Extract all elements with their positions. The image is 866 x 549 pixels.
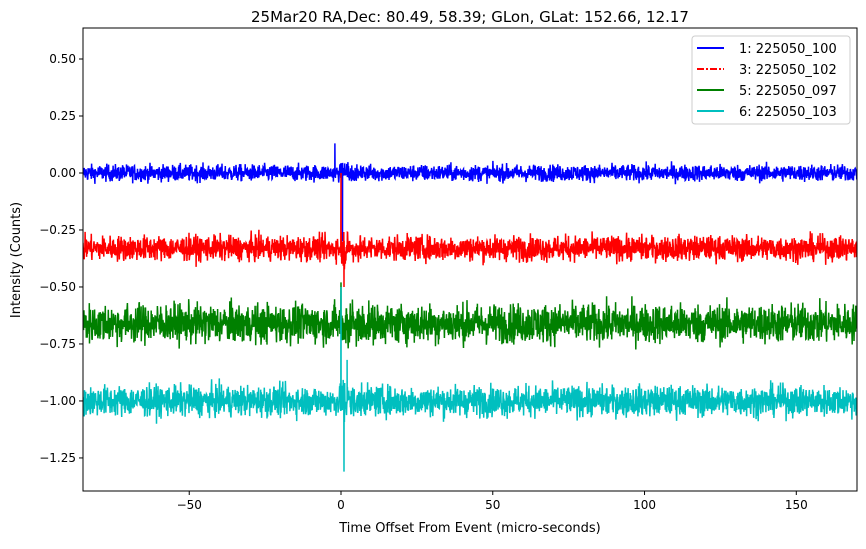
x-tick-label: 0 (337, 498, 345, 512)
y-tick-label: 0.50 (49, 52, 76, 66)
legend: 1: 225050_100 3: 225050_102 5: 225050_097 6… (691, 35, 851, 125)
x-tick-label: 150 (785, 498, 808, 512)
legend-label: 5: 225050_097 (739, 84, 837, 99)
series-line-2 (83, 172, 857, 288)
y-tick-label: 0.00 (49, 166, 76, 180)
legend-label: 1: 225050_100 (739, 42, 837, 57)
legend-label: 6: 225050_103 (739, 105, 837, 120)
legend-box (691, 35, 851, 125)
y-tick-label: −0.50 (39, 280, 76, 294)
y-tick-label: −0.75 (39, 337, 76, 351)
x-tick-label: 100 (633, 498, 656, 512)
chart-title: 25Mar20 RA,Dec: 80.49, 58.39; GLon, GLat… (251, 8, 689, 26)
y-tick-label: −0.25 (39, 223, 76, 237)
y-tick-label: 0.25 (49, 109, 76, 123)
x-tick-label: −50 (177, 498, 202, 512)
x-axis-label: Time Offset From Event (micro-seconds) (338, 521, 601, 536)
legend-label: 3: 225050_102 (739, 63, 837, 78)
y-tick-label: −1.00 (39, 394, 76, 408)
series-line-3 (83, 282, 857, 350)
series-line-1 (83, 143, 857, 242)
x-tick-label: 50 (485, 498, 500, 512)
y-tick-label: −1.25 (39, 451, 76, 465)
series-line-4 (83, 286, 857, 472)
y-axis-label: Intensity (Counts) (9, 202, 24, 318)
plot-frame (82, 27, 858, 492)
